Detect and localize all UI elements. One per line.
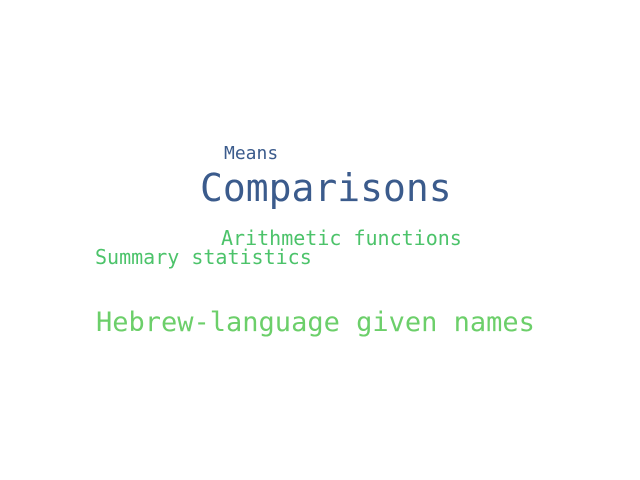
word-arithmetic-functions: Arithmetic functions <box>221 226 462 250</box>
word-summary-statistics: Summary statistics <box>95 245 312 269</box>
word-means: Means <box>224 143 279 164</box>
word-hebrew-language-given-names: Hebrew-language given names <box>96 307 535 338</box>
word-comparisons: Comparisons <box>200 166 452 210</box>
